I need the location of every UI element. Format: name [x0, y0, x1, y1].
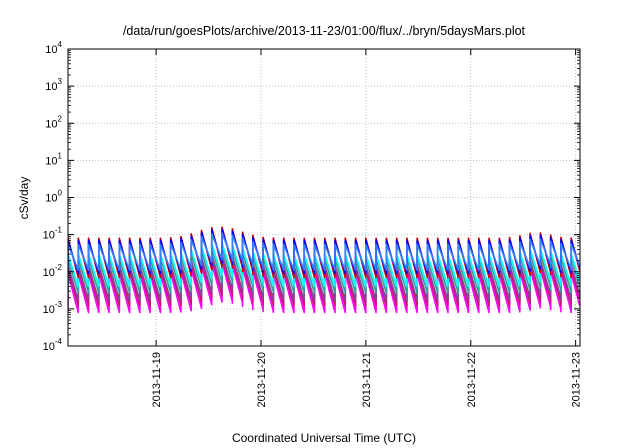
y-tick-label: 10-4 [43, 337, 63, 353]
y-tick-label: 102 [45, 114, 62, 130]
series-line [68, 261, 580, 314]
series-line [68, 242, 580, 288]
series-line [68, 253, 580, 302]
series-line [68, 247, 580, 294]
y-axis-label: cSv/day [17, 177, 31, 220]
series-layer [68, 226, 580, 314]
y-tick-label: 101 [45, 151, 62, 167]
y-tick-label: 104 [45, 40, 62, 56]
x-axis-label: Coordinated Universal Time (UTC) [232, 431, 416, 445]
y-axis-ticks: 10-4 10-3 10-2 10-1 100 101 102 103 104 [43, 40, 580, 353]
x-tick-label: 2013-11-19 [151, 352, 163, 407]
y-tick-label: 10-3 [43, 300, 63, 316]
x-tick-label: 2013-11-20 [256, 352, 268, 407]
x-tick-label: 2013-11-22 [466, 352, 478, 407]
x-axis-ticks: 2013-11-19 2013-11-20 2013-11-21 2013-11-22… [151, 49, 583, 407]
x-tick-label: 2013-11-23 [571, 352, 583, 407]
y-tick-label: 103 [45, 77, 62, 93]
y-tick-label: 10-2 [43, 263, 63, 279]
x-tick-label: 2013-11-21 [361, 352, 373, 407]
series-line [68, 256, 580, 307]
chart-title: /data/run/goesPlots/archive/2013-11-23/0… [123, 24, 526, 38]
y-tick-label: 100 [45, 189, 62, 205]
y-tick-label: 10-1 [43, 226, 63, 242]
series-line [68, 232, 580, 272]
